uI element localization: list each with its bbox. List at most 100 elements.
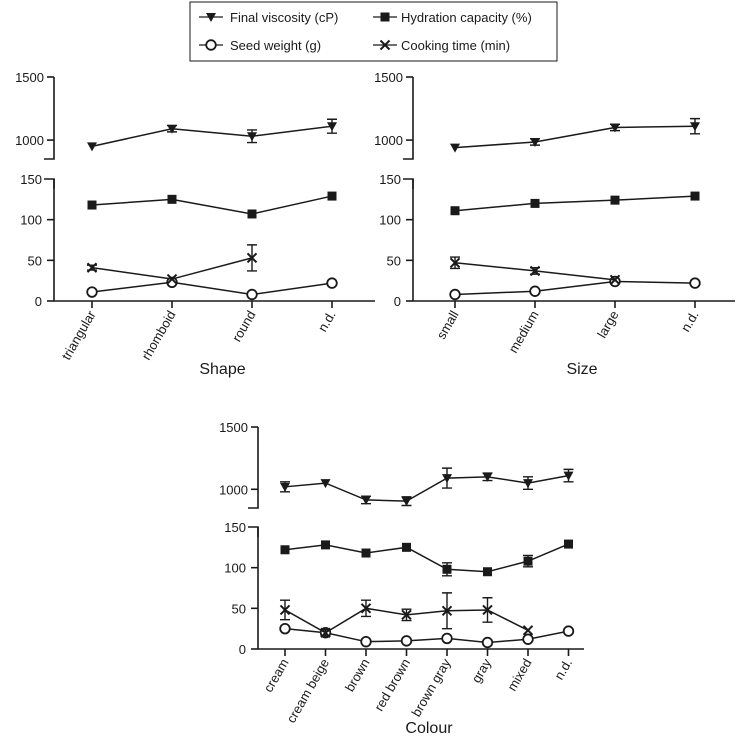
x-tick-label: cream beige (283, 656, 332, 725)
legend-marker-circle (199, 39, 223, 51)
x-tick-label: large (594, 308, 621, 341)
data-point (166, 273, 178, 285)
data-point (86, 286, 98, 298)
series-triangle-down (280, 467, 574, 507)
axis-break-top (44, 149, 55, 160)
data-point (401, 497, 412, 507)
series-line (284, 474, 569, 502)
legend-marker (379, 39, 391, 51)
x-tick-label: gray (468, 656, 494, 686)
data-point (530, 137, 540, 147)
data-point (87, 142, 97, 152)
data-point (441, 632, 453, 645)
axis-break-bottom (248, 526, 259, 537)
chart-size: 1000 1500 0 50 100 150 small medium large n.d. Siz… (374, 70, 735, 378)
x-tick-label: triangular (59, 307, 99, 362)
data-point (279, 604, 291, 616)
series-line (454, 125, 696, 149)
y-tick-label: 50 (232, 601, 246, 616)
data-point (530, 198, 540, 208)
series-triangle-down (450, 117, 700, 153)
data-point (360, 635, 372, 648)
data-point (689, 277, 701, 289)
data-point (564, 539, 573, 549)
y-tick-label: 50 (28, 253, 42, 268)
series-line (284, 627, 569, 644)
y-tick-label: 1000 (15, 133, 44, 148)
data-point (86, 262, 98, 273)
legend-label: Hydration capacity (%) (401, 10, 532, 25)
data-point (562, 625, 575, 637)
legend-marker (380, 12, 390, 22)
legend-box (189, 1, 558, 62)
series-line (91, 281, 333, 296)
x-tick-label: n.d. (551, 656, 575, 682)
data-point (482, 472, 493, 482)
x-tick-label: brown (342, 656, 373, 694)
data-point (320, 479, 331, 489)
x-tick-label: n.d. (678, 308, 702, 334)
series-square (87, 191, 337, 219)
series-line (91, 257, 253, 280)
legend-label: Seed weight (g) (230, 38, 321, 53)
data-point (280, 545, 290, 555)
y-tick-label: 1500 (374, 70, 403, 85)
legend-item-cooking-time: Cooking time (min) (373, 38, 510, 53)
data-point (280, 482, 290, 492)
x-tick-label: n.d. (315, 308, 339, 334)
data-point (327, 191, 337, 201)
data-point (442, 564, 452, 574)
data-point (523, 479, 533, 489)
chart-shape: 1000 1500 0 50 100 150 triangular rhomboid round… (15, 70, 375, 378)
data-point (361, 495, 371, 505)
data-point (402, 542, 411, 552)
x-tick-label: mixed (504, 656, 534, 694)
legend-item-hydration-capacity: Hydration capacity (%) (373, 10, 532, 25)
data-point (326, 277, 338, 289)
y-tick-label: 1500 (15, 70, 44, 85)
legend-item-seed-weight: Seed weight (g) (199, 38, 321, 53)
data-point (450, 206, 460, 216)
y-tick-label: 1000 (374, 133, 403, 148)
axis-break-top (248, 498, 259, 509)
data-point (441, 605, 453, 616)
series-line (454, 195, 696, 212)
data-point (482, 604, 493, 616)
data-point (609, 274, 621, 286)
x-tick-label: medium (505, 308, 541, 356)
data-point (610, 195, 620, 205)
data-point (450, 143, 460, 153)
x-tick-label: red brown (371, 656, 413, 714)
data-point (449, 288, 461, 301)
data-point (690, 191, 700, 201)
y-tick-label: 100 (224, 561, 246, 576)
data-point (167, 194, 177, 204)
x-tick-label: brown gray (408, 656, 453, 720)
data-point (87, 200, 97, 210)
y-tick-label: 50 (387, 253, 401, 268)
data-point (360, 603, 372, 614)
legend-marker-triangle-down (199, 13, 223, 22)
data-point (320, 627, 331, 638)
data-point (321, 540, 330, 550)
series-cross (86, 244, 258, 285)
data-point (246, 252, 258, 264)
axis-break-bottom (403, 178, 414, 189)
series-cross (449, 256, 621, 286)
x-tick-label: round (229, 308, 259, 344)
series-line (91, 125, 333, 148)
legend-marker-square (373, 12, 397, 22)
data-point (361, 548, 371, 558)
y-tick-label: 1500 (219, 420, 248, 435)
data-point (609, 275, 621, 288)
data-point (247, 209, 257, 219)
data-point (529, 265, 541, 277)
data-point (247, 132, 257, 142)
axis-break-top (403, 149, 414, 160)
legend-marker-cross (373, 39, 397, 51)
x-tick-label: small (433, 308, 461, 342)
data-point (529, 285, 541, 297)
legend-marker (206, 13, 216, 22)
